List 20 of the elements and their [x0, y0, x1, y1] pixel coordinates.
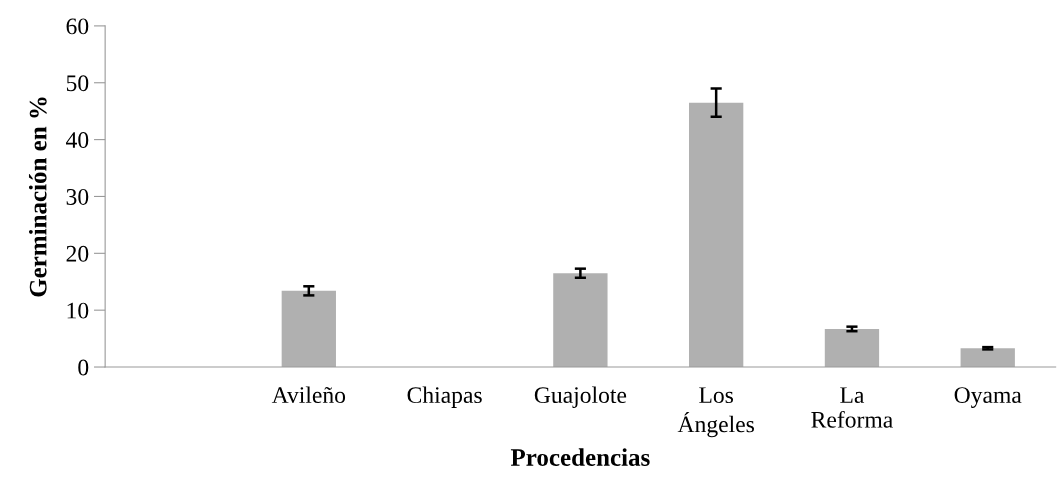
x-axis-title: Procedencias	[510, 448, 650, 466]
bar	[689, 102, 744, 368]
x-tick-label: La Reforma	[811, 387, 893, 428]
x-tick-label: Oyama	[954, 387, 1022, 408]
y-tick-label: 30	[66, 188, 89, 205]
bar	[281, 290, 336, 368]
bar	[824, 328, 880, 368]
x-tick-label: Chiapas	[407, 386, 482, 408]
y-tick-label: 60	[66, 18, 89, 35]
y-axis-title: Germinación en %	[28, 97, 47, 297]
bar	[960, 348, 1015, 368]
y-tick-label: 20	[66, 245, 89, 262]
x-tick-label: Guajolote	[534, 386, 627, 408]
x-tick-label: Los Ángeles	[677, 387, 754, 438]
bar	[553, 273, 608, 368]
x-tick-label: Avileño	[271, 386, 346, 404]
y-tick-label: 10	[67, 302, 89, 319]
y-tick-label: 40	[66, 132, 89, 149]
y-tick-label: 0	[78, 359, 89, 376]
y-tick-label: 50	[66, 75, 89, 92]
